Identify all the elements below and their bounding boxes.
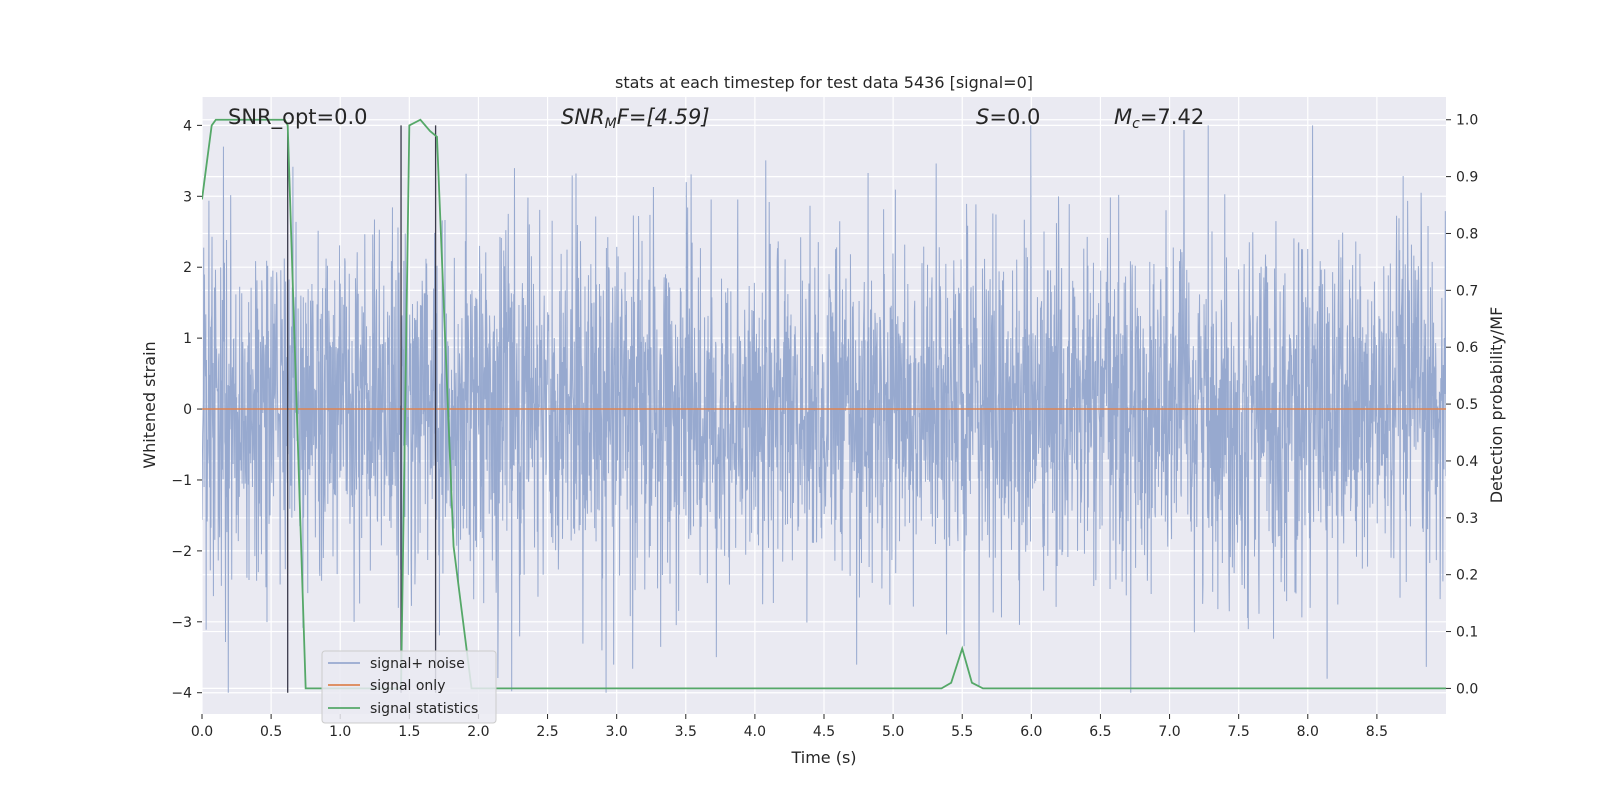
annotation-mc-name: M [1114,105,1132,129]
annotation-mc-rest: =7.42 [1140,105,1204,129]
y2-tick-label-0: 1.0 [1456,113,1478,129]
x-tick-label-7: 3.5 [675,724,697,740]
annotation-mc: Mc=7.42 [1114,105,1204,132]
right-axis-ticks: 1.0 0.9 0.8 0.7 0.6 0.5 0.4 0.3 0.2 0.1 0.0 [1446,113,1478,697]
series-signal-statistics [202,118,1446,690]
y-tick-label-6: −2 [171,544,192,560]
x-tick-label-15: 7.5 [1228,724,1250,740]
x-axis-title: Time (s) [790,748,856,767]
y2-tick-label-10: 0.0 [1456,681,1478,697]
x-tick-label-0: 0.0 [191,724,213,740]
legend-label-signal-statistics: signal statistics [370,701,478,717]
y2-tick-label-3: 0.7 [1456,283,1478,299]
x-tick-label-10: 5.0 [882,724,904,740]
legend-label-signal-only: signal only [370,678,445,694]
annotation-snr-mf: SNRMF=[4.59] [561,105,710,132]
y-tick-label-1: 3 [183,189,192,205]
x-tick-label-6: 3.0 [606,724,628,740]
y2-tick-label-6: 0.4 [1456,454,1478,470]
y-tick-label-3: 1 [183,331,192,347]
chart-title: stats at each timestep for test data 543… [615,73,1033,92]
y-tick-label-2: 2 [183,260,192,276]
legend-box [321,650,497,724]
annotation-s-rest: =0.0 [989,105,1040,129]
left-axis-title: Whitened strain [140,341,159,468]
annotation-snr-opt: SNR_opt=0.0 [228,105,368,130]
x-tick-label-3: 1.5 [398,724,420,740]
y-tick-label-7: −3 [171,615,192,631]
x-tick-label-12: 6.0 [1020,724,1042,740]
series-signal-plus-noise [202,125,1446,693]
x-tick-label-16: 8.0 [1297,724,1319,740]
y-tick-label-0: 4 [183,118,192,134]
right-axis-title: Detection probability/MF [1487,307,1506,504]
x-tick-label-17: 8.5 [1366,724,1388,740]
y2-tick-label-5: 0.5 [1456,397,1478,413]
legend-label-signal-plus-noise: signal+ noise [370,656,465,672]
annotation-s: S=0.0 [976,105,1040,129]
y-tick-label-4: 0 [183,402,192,418]
left-axis-ticks: 4 3 2 1 0 −1 −2 −3 −4 [171,118,202,702]
y-tick-label-8: −4 [171,686,192,702]
vertical-markers [287,125,437,693]
x-tick-label-14: 7.0 [1158,724,1180,740]
x-tick-label-2: 1.0 [329,724,351,740]
legend: signal+ noise signal only signal statist… [321,650,497,724]
x-axis-ticks: 0.0 0.5 1.0 1.5 2.0 2.5 3.0 3.5 4.0 4.5 5.0 5.5 6.0 6… [191,714,1388,740]
y2-tick-label-7: 0.3 [1456,511,1478,527]
x-tick-label-1: 0.5 [260,724,282,740]
x-tick-label-11: 5.5 [951,724,973,740]
y-tick-label-5: −1 [171,473,192,489]
annotation-mc-sub: c [1132,116,1140,132]
x-tick-label-13: 6.5 [1089,724,1111,740]
y2-tick-label-8: 0.2 [1456,568,1478,584]
x-tick-label-8: 4.0 [744,724,766,740]
annotation-snr-mf-rest: F=[4.59] [617,105,710,129]
annotation-s-name: S [976,105,989,129]
x-tick-label-4: 2.0 [467,724,489,740]
annotation-snr-mf-sub: M [605,116,617,132]
annotation-snr-mf-name: SNR [561,105,605,129]
y2-tick-label-4: 0.6 [1456,340,1478,356]
y2-tick-label-2: 0.8 [1456,226,1478,242]
y2-tick-label-1: 0.9 [1456,170,1478,186]
x-tick-label-5: 2.5 [536,724,558,740]
y2-tick-label-9: 0.1 [1456,625,1478,641]
x-tick-label-9: 4.5 [813,724,835,740]
